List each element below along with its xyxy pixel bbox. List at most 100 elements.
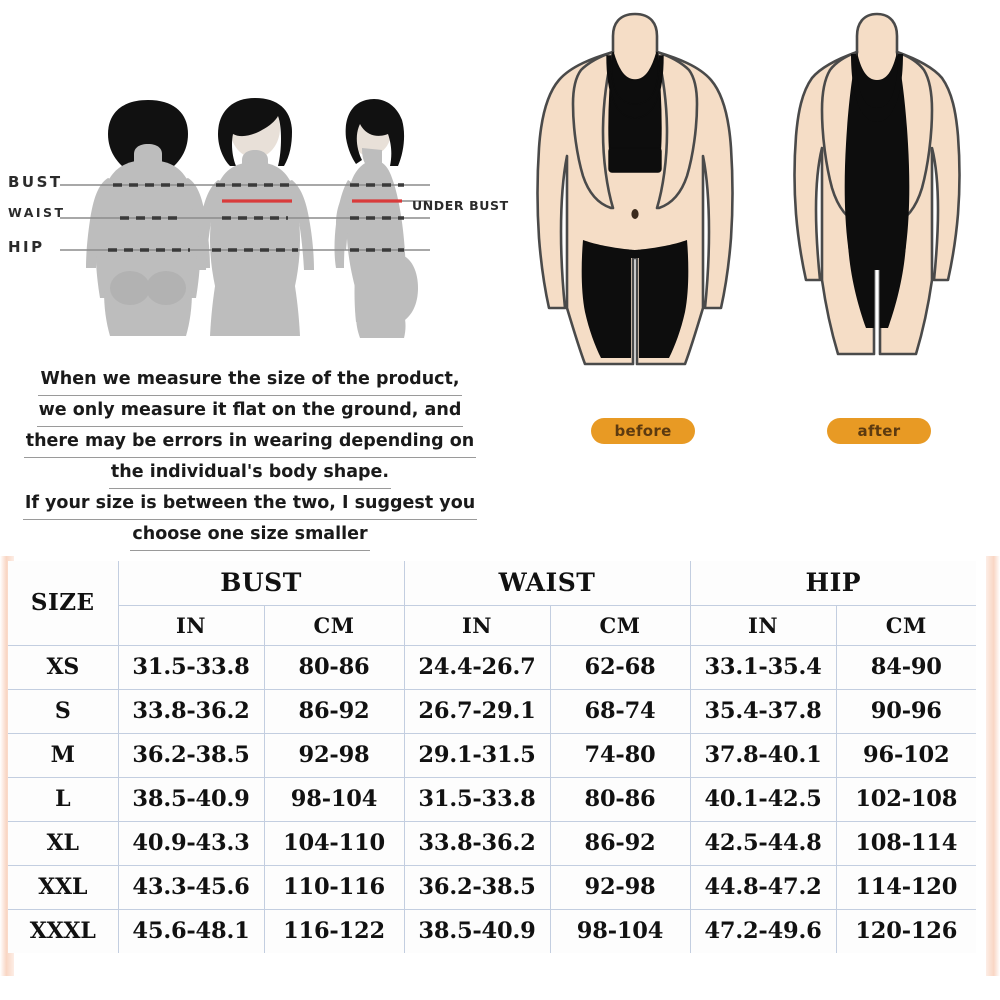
dashed-measure-lines [108, 183, 404, 252]
hip-label: HIP [8, 238, 45, 256]
cell-waist-in: 31.5-33.8 [403, 776, 551, 822]
note-line: When we measure the size of the product, [38, 365, 462, 396]
table-row: S 33.8-36.2 86-92 26.7-29.1 68-74 35.4-3… [8, 688, 977, 734]
illustration-section: BUST WAIST HIP UNDER BUST When we measur… [0, 0, 1000, 551]
table-head: SIZE BUST WAIST HIP IN CM IN CM IN CM [8, 561, 977, 646]
silhouette-side-view [334, 98, 418, 338]
note-line: If your size is between the two, I sugge… [22, 489, 478, 520]
cell-bust-in: 36.2-38.5 [117, 732, 265, 778]
cell-waist-cm: 68-74 [549, 688, 691, 734]
header-bust-in: IN [118, 604, 265, 646]
measurement-diagram: BUST WAIST HIP UNDER BUST [0, 60, 510, 340]
header-waist-cm: CM [549, 604, 691, 646]
cell-waist-cm: 98-104 [549, 908, 691, 953]
cell-size: M [8, 732, 119, 778]
before-figure [515, 8, 755, 418]
navel-icon [631, 209, 639, 219]
cell-bust-in: 43.3-45.6 [117, 864, 265, 910]
cell-hip-in: 42.5-44.8 [689, 820, 837, 866]
cell-size: XXL [8, 864, 119, 910]
size-table-region: SIZE BUST WAIST HIP IN CM IN CM IN CM XS… [0, 556, 1000, 1000]
header-group-hip: HIP [689, 561, 977, 606]
silhouette-back-view [86, 100, 210, 336]
measurement-note: When we measure the size of the product,… [0, 365, 500, 551]
cell-bust-cm: 116-122 [263, 908, 405, 953]
cell-waist-in: 24.4-26.7 [403, 644, 551, 690]
cell-hip-cm: 90-96 [835, 688, 977, 734]
header-hip-cm: CM [835, 604, 977, 646]
under-bust-label: UNDER BUST [412, 198, 509, 213]
table-row: XXL 43.3-45.6 110-116 36.2-38.5 92-98 44… [8, 864, 977, 910]
cell-bust-cm: 92-98 [263, 732, 405, 778]
cell-bust-cm: 104-110 [263, 820, 405, 866]
cell-bust-cm: 80-86 [263, 644, 405, 690]
note-line: there may be errors in wearing depending… [23, 427, 477, 458]
cell-size: XS [8, 644, 119, 690]
shorts [581, 240, 689, 358]
after-figure-svg [793, 12, 961, 356]
cell-hip-in: 44.8-47.2 [689, 864, 837, 910]
cell-bust-in: 38.5-40.9 [117, 776, 265, 822]
cell-waist-cm: 92-98 [549, 864, 691, 910]
cell-bust-in: 40.9-43.3 [117, 820, 265, 866]
note-line: the individual's body shape. [108, 458, 392, 489]
bust-label: BUST [8, 173, 63, 191]
cell-waist-in: 29.1-31.5 [403, 732, 551, 778]
cell-bust-in: 33.8-36.2 [117, 688, 265, 734]
after-badge: after [827, 418, 931, 444]
cell-hip-in: 33.1-35.4 [689, 644, 837, 690]
cell-bust-cm: 110-116 [263, 864, 405, 910]
cell-hip-cm: 96-102 [835, 732, 977, 778]
sports-bra [606, 51, 664, 173]
cell-waist-cm: 86-92 [549, 820, 691, 866]
cell-hip-in: 47.2-49.6 [689, 908, 837, 953]
cell-waist-cm: 74-80 [549, 732, 691, 778]
header-group-bust: BUST [117, 561, 405, 606]
size-chart-table: SIZE BUST WAIST HIP IN CM IN CM IN CM XS… [8, 561, 977, 953]
cell-waist-in: 36.2-38.5 [403, 864, 551, 910]
header-group-waist: WAIST [403, 561, 691, 606]
before-figure-svg [536, 12, 734, 366]
cell-bust-in: 31.5-33.8 [117, 644, 265, 690]
cell-size: S [8, 688, 119, 734]
cell-hip-in: 37.8-40.1 [689, 732, 837, 778]
cell-waist-cm: 62-68 [549, 644, 691, 690]
table-group-header-row: SIZE BUST WAIST HIP [8, 561, 977, 646]
table-body: XS 31.5-33.8 80-86 24.4-26.7 62-68 33.1-… [8, 644, 977, 953]
table-unit-header-row: IN CM IN CM IN CM [8, 604, 977, 646]
cell-waist-cm: 80-86 [549, 776, 691, 822]
cell-size: L [8, 776, 119, 822]
cell-hip-cm: 84-90 [835, 644, 977, 690]
cell-hip-cm: 102-108 [835, 776, 977, 822]
table-row: M 36.2-38.5 92-98 29.1-31.5 74-80 37.8-4… [8, 732, 977, 778]
silhouette-front-view [196, 98, 314, 336]
cell-hip-cm: 114-120 [835, 864, 977, 910]
before-badge: before [591, 418, 695, 444]
header-hip-in: IN [689, 604, 837, 646]
cell-hip-in: 35.4-37.8 [689, 688, 837, 734]
table-row: L 38.5-40.9 98-104 31.5-33.8 80-86 40.1-… [8, 776, 977, 822]
note-line: choose one size smaller [130, 520, 370, 551]
after-figure [760, 8, 995, 418]
measurement-diagram-svg [60, 98, 432, 338]
cell-hip-cm: 108-114 [835, 820, 977, 866]
table-row: XL 40.9-43.3 104-110 33.8-36.2 86-92 42.… [8, 820, 977, 866]
cell-bust-cm: 86-92 [263, 688, 405, 734]
header-size: SIZE [8, 561, 119, 646]
cell-size: XXXL [8, 908, 119, 953]
right-edge-tint [986, 556, 1000, 976]
table-row: XS 31.5-33.8 80-86 24.4-26.7 62-68 33.1-… [8, 644, 977, 690]
cell-bust-cm: 98-104 [263, 776, 405, 822]
shapewear-bodysuit [844, 52, 910, 328]
note-line: we only measure it flat on the ground, a… [36, 396, 464, 427]
cell-bust-in: 45.6-48.1 [117, 908, 265, 953]
cell-hip-cm: 120-126 [835, 908, 977, 953]
cell-waist-in: 26.7-29.1 [403, 688, 551, 734]
table-row: XXXL 45.6-48.1 116-122 38.5-40.9 98-104 … [8, 908, 977, 953]
cell-waist-in: 33.8-36.2 [403, 820, 551, 866]
waist-label: WAIST [8, 205, 66, 220]
cell-size: XL [8, 820, 119, 866]
before-after-figures: before after [505, 0, 1000, 470]
header-waist-in: IN [403, 604, 551, 646]
cell-waist-in: 38.5-40.9 [403, 908, 551, 953]
